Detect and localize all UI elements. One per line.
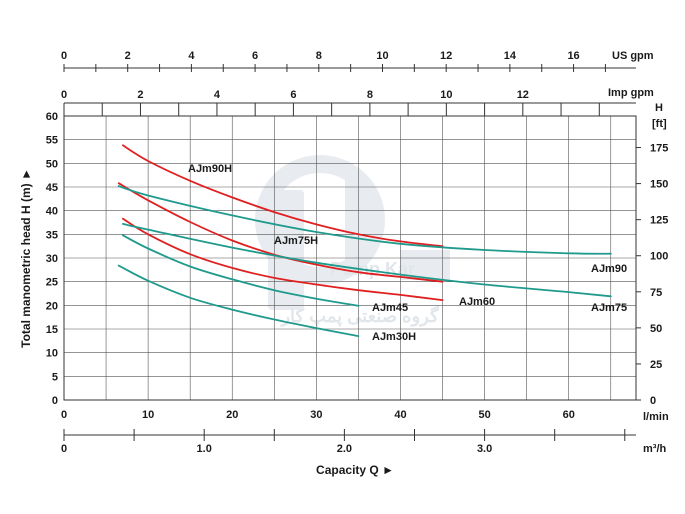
right-axis: H [ft] [652, 102, 667, 130]
x-tick-label: 20 [226, 409, 238, 421]
imp-gpm-tick-label: 4 [214, 89, 221, 101]
y-tick-label: 10 [46, 348, 58, 360]
curve-label-ajm60: AJm60 [459, 296, 495, 308]
us-gpm-tick-label: 10 [376, 50, 388, 62]
x-tick-label: 60 [563, 409, 575, 421]
top-axes: US gpm Imp gpm [64, 50, 654, 104]
curve-ajm45 [122, 234, 360, 307]
us-gpm-tick-label: 2 [125, 50, 131, 62]
x-tick-label: 10 [142, 409, 154, 421]
y-tick-label: 20 [46, 300, 58, 312]
m3h-tick-label: 2.0 [337, 443, 352, 455]
x-tick-label: 0 [61, 409, 67, 421]
x-tick-label: 50 [478, 409, 490, 421]
imp-gpm-unit: Imp gpm [608, 87, 654, 99]
m3h-tick-label: 3.0 [477, 443, 492, 455]
us-gpm-tick-label: 8 [316, 50, 322, 62]
lmin-unit: l/min [643, 411, 669, 423]
watermark: Pump Kar گروه صنعتی پمپ کار [255, 155, 450, 327]
ft-tick-label: 125 [650, 215, 668, 227]
curve-ajm90h [122, 144, 444, 248]
y-tick-label: 35 [46, 229, 58, 241]
curve-label-ajm45: AJm45 [372, 302, 408, 314]
ft-tick-label: 100 [650, 251, 668, 263]
bottom-axes: l/min m³/h Capacity Q ► [64, 411, 669, 477]
y-tick-label: 30 [46, 253, 58, 265]
imp-gpm-tick-label: 8 [367, 89, 373, 101]
y-axis-title: Total manometric head H (m) ► [19, 168, 33, 348]
curve-label-ajm75h: AJm75H [274, 235, 318, 247]
us-gpm-tick-label: 14 [504, 50, 517, 62]
imp-gpm-tick-label: 12 [517, 89, 529, 101]
watermark-pipe-icon [345, 180, 369, 260]
curve-label-ajm90: AJm90 [591, 263, 627, 275]
curve-ajm60 [122, 217, 444, 301]
y-tick-label: 60 [46, 111, 58, 123]
ft-axis-unit-sub: [ft] [652, 118, 667, 130]
ft-axis-unit: H [655, 102, 663, 114]
y-tick-label: 40 [46, 206, 58, 218]
y-tick-label: 15 [46, 324, 58, 336]
curve-ajm75 [122, 223, 612, 298]
curve-labels: AJm90H AJm75H AJm60 AJm90 AJm75 AJm45 AJm30H [188, 163, 627, 343]
x-tick-label: 30 [310, 409, 322, 421]
m3h-tick-label: 1.0 [197, 443, 212, 455]
pump-curves [117, 144, 612, 337]
x-axis-title: Capacity Q ► [316, 463, 394, 477]
us-gpm-tick-label: 16 [567, 50, 579, 62]
us-gpm-tick-label: 6 [252, 50, 258, 62]
watermark-persian: گروه صنعتی پمپ کار [279, 305, 439, 327]
curve-label-ajm90h: AJm90H [188, 163, 232, 175]
ft-tick-label: 25 [650, 359, 662, 371]
tick-labels: 0510152025303540455055600255075100125150… [46, 50, 669, 455]
y-tick-label: 0 [52, 395, 58, 407]
curve-label-ajm75: AJm75 [591, 302, 627, 314]
ft-tick-label: 75 [650, 287, 662, 299]
imp-gpm-tick-label: 6 [290, 89, 296, 101]
m3h-unit: m³/h [643, 443, 667, 455]
ft-tick-label: 150 [650, 179, 668, 191]
us-gpm-tick-label: 0 [61, 50, 67, 62]
y-tick-label: 50 [46, 158, 58, 170]
us-gpm-tick-label: 4 [188, 50, 195, 62]
curve-label-ajm30h: AJm30H [372, 331, 416, 343]
m3h-tick-label: 0 [61, 443, 67, 455]
watermark-ring-icon [255, 155, 385, 285]
imp-gpm-tick-label: 0 [61, 89, 67, 101]
y-tick-label: 45 [46, 182, 58, 194]
us-gpm-unit: US gpm [612, 50, 654, 62]
ft-tick-label: 50 [650, 323, 662, 335]
y-tick-label: 25 [46, 277, 58, 289]
curve-ajm30h [117, 264, 360, 337]
us-gpm-tick-label: 12 [440, 50, 452, 62]
plot-frame [63, 115, 637, 401]
x-tick-label: 40 [394, 409, 406, 421]
ft-tick-label: 0 [650, 395, 656, 407]
curve-ajm90 [117, 185, 612, 255]
y-tick-label: 55 [46, 135, 58, 147]
ft-tick-label: 175 [650, 143, 668, 155]
imp-gpm-tick-label: 2 [137, 89, 143, 101]
y-tick-label: 5 [52, 371, 58, 383]
imp-gpm-tick-label: 10 [440, 89, 452, 101]
grid [64, 116, 636, 400]
